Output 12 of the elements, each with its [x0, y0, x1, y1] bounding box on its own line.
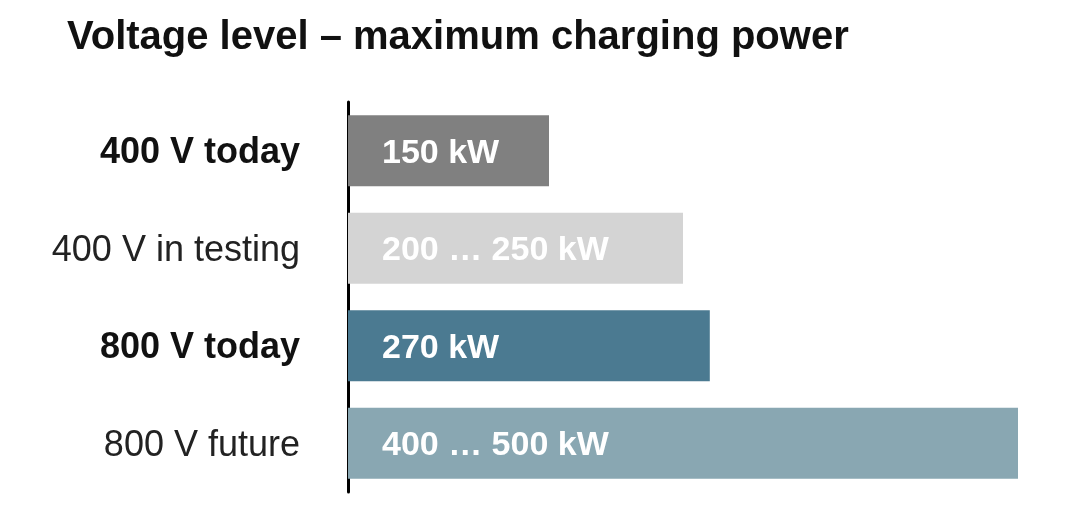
bar — [348, 212, 683, 284]
chart-title: Voltage level – maximum charging power — [67, 13, 849, 57]
y-tick-label: 800 V today — [99, 325, 300, 367]
y-tick-label: 400 V today — [99, 130, 300, 172]
data-label: 400 … 500 kW — [382, 424, 610, 463]
bar — [348, 407, 1018, 479]
data-label: 270 kW — [382, 326, 501, 365]
y-tick-label: 800 V future — [103, 422, 300, 464]
data-label: 150 kW — [382, 131, 501, 170]
bar — [348, 115, 549, 187]
y-tick-label: 400 V in testing — [51, 227, 300, 269]
bar — [348, 310, 710, 382]
